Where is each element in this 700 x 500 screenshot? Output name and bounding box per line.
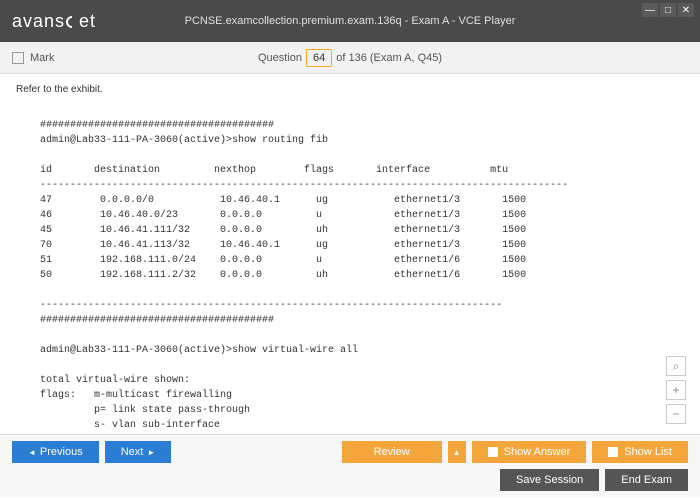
mark-checkbox[interactable] [12, 52, 24, 64]
review-button[interactable]: Review [342, 441, 442, 463]
show-list-check-icon [608, 447, 618, 457]
zoom-out-button[interactable]: − [666, 404, 686, 424]
show-answer-button[interactable]: Show Answer [472, 441, 587, 463]
question-bar: Mark Question 64 of 136 (Exam A, Q45) [0, 42, 700, 74]
logo: avanset [12, 11, 96, 32]
exhibit-refer: Refer to the exhibit. [16, 82, 684, 97]
titlebar: avanset PCNSE.examcollection.premium.exa… [0, 0, 700, 42]
zoom-reset-button[interactable]: ⌕ [666, 356, 686, 376]
window-controls: — □ ✕ [642, 3, 694, 17]
zoom-controls: ⌕ + − [666, 356, 686, 424]
previous-button[interactable]: Previous [12, 441, 99, 463]
question-indicator: Question 64 of 136 (Exam A, Q45) [258, 49, 442, 67]
minimize-button[interactable]: — [642, 3, 658, 17]
exhibit-block: ####################################### … [40, 103, 684, 434]
question-number: 64 [306, 49, 332, 67]
content-area: Refer to the exhibit. ##################… [0, 74, 700, 434]
show-list-button[interactable]: Show List [592, 441, 688, 463]
close-button[interactable]: ✕ [678, 3, 694, 17]
zoom-in-button[interactable]: + [666, 380, 686, 400]
question-label: Question [258, 52, 302, 64]
window-title: PCNSE.examcollection.premium.exam.136q -… [185, 15, 516, 27]
next-button[interactable]: Next [105, 441, 172, 463]
end-exam-button[interactable]: End Exam [605, 469, 688, 491]
save-session-button[interactable]: Save Session [500, 469, 599, 491]
maximize-button[interactable]: □ [660, 3, 676, 17]
bottom-bar: Previous Next Review ▲ Show Answer Show … [0, 434, 700, 497]
review-dropdown[interactable]: ▲ [448, 441, 466, 463]
show-answer-check-icon [488, 447, 498, 457]
question-rest: of 136 (Exam A, Q45) [336, 52, 442, 64]
mark-label: Mark [30, 52, 54, 64]
